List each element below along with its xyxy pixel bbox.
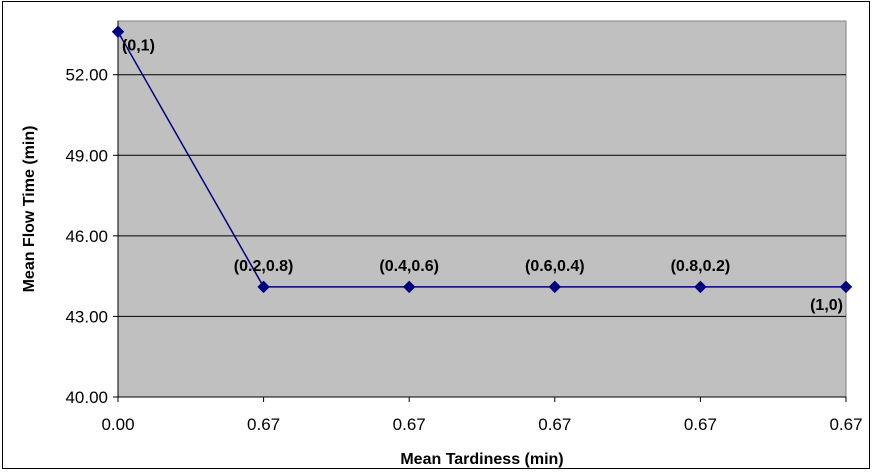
y-axis-title: Mean Flow Time (min)	[21, 126, 38, 293]
gridlines	[118, 74, 846, 317]
point-label: (1,0)	[810, 297, 843, 314]
point-label: (0.4,0.6)	[379, 258, 439, 275]
data-point-marker	[402, 280, 416, 294]
data-point-marker	[257, 280, 270, 294]
data-point-marker	[111, 25, 125, 38]
data-point-marker	[694, 280, 707, 294]
x-tick-label: 0.67	[247, 415, 280, 434]
point-label: (0.2,0.8)	[234, 258, 294, 275]
x-tick-label: 0.67	[393, 415, 426, 434]
y-tick-label: 49.00	[65, 146, 108, 165]
series-markers	[111, 25, 853, 294]
x-axis-title: Mean Tardiness (min)	[400, 451, 563, 468]
point-label: (0.6,0.4)	[525, 258, 585, 275]
point-labels: (0,1) (0.2,0.8) (0.4,0.6) (0.6,0.4) (0.8,0.2…	[122, 38, 843, 314]
x-tick-label: 0.67	[684, 415, 717, 434]
x-axis-ticks: 0.00 0.67 0.67 0.67 0.67 0.67	[101, 397, 863, 434]
y-tick-label: 43.00	[65, 307, 108, 326]
y-axis-ticks: 40.00 43.00 46.00 49.00 52.00	[65, 66, 118, 407]
x-tick-label: 0.00	[101, 415, 134, 434]
y-tick-label: 52.00	[65, 66, 108, 85]
plot-area	[117, 20, 847, 398]
x-tick-label: 0.67	[538, 415, 571, 434]
y-tick-label: 40.00	[65, 388, 108, 407]
point-label: (0,1)	[122, 38, 155, 55]
data-point-marker	[839, 280, 853, 294]
y-tick-label: 46.00	[65, 227, 108, 246]
data-point-marker	[548, 280, 562, 294]
point-label: (0.8,0.2)	[671, 258, 731, 275]
series-line	[117, 31, 846, 288]
x-tick-label: 0.67	[829, 415, 862, 434]
